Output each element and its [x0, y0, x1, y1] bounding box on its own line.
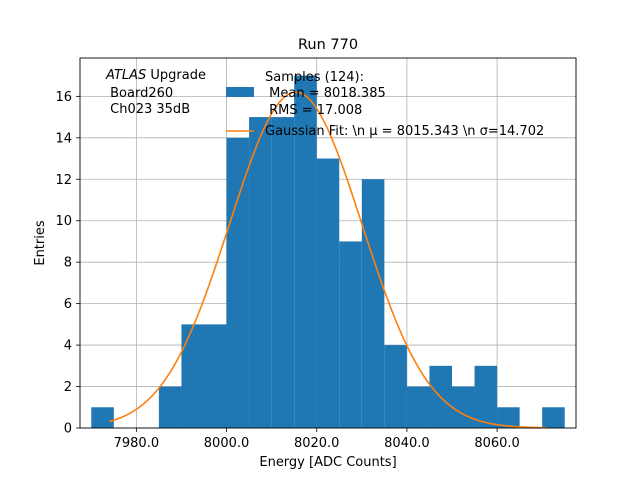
x-tick-label: 8000.0 — [204, 436, 250, 451]
y-tick-label: 2 — [64, 380, 72, 395]
histogram-bar — [316, 158, 340, 428]
histogram-bar — [406, 386, 430, 428]
y-axis-ticks: 0 2 4 6 8 10 12 14 16 — [55, 90, 80, 437]
y-tick-label: 8 — [64, 256, 72, 271]
plot-frame — [79, 57, 577, 429]
atlas-italic-text: ATLAS — [105, 68, 146, 83]
x-tick-label: 8020.0 — [294, 436, 340, 451]
x-axis-ticks: 7980.0 8000.0 8020.0 8040.0 8060.0 — [114, 428, 520, 451]
histogram-bar — [542, 407, 565, 428]
atlas-upgrade-text: Upgrade — [146, 68, 206, 83]
histogram-bar — [226, 137, 250, 428]
histogram-bar — [294, 75, 317, 428]
legend-histogram-swatch — [226, 87, 254, 97]
histogram-bar — [181, 324, 204, 428]
y-tick-label: 10 — [55, 214, 72, 229]
atlas-label: ATLAS Upgrade — [105, 68, 206, 83]
histogram-bar — [271, 117, 295, 429]
legend-histogram-line-1: Samples (124): — [265, 70, 364, 85]
chart-title: Run 770 — [298, 37, 358, 53]
histogram-bar — [158, 386, 182, 428]
gaussian-fit-curve — [109, 91, 547, 429]
histogram-bar — [361, 179, 385, 428]
histogram-bar — [91, 407, 114, 428]
channel-label: Ch023 35dB — [106, 102, 190, 117]
y-axis-label: Entries — [33, 220, 48, 266]
board-label: Board260 — [106, 86, 173, 101]
legend: Samples (124): Mean = 8018.385 RMS = 17.… — [226, 70, 544, 139]
histogram-bar — [497, 407, 520, 428]
x-tick-label: 7980.0 — [114, 436, 160, 451]
x-tick-label: 8060.0 — [474, 436, 520, 451]
y-tick-label: 12 — [55, 173, 72, 188]
y-tick-label: 4 — [64, 339, 72, 354]
histogram-bar — [249, 117, 272, 429]
histogram-bar — [339, 241, 362, 428]
gaussian-fit — [109, 91, 547, 429]
legend-fit-label: Gaussian Fit: \n μ = 8015.343 \n σ=14.70… — [265, 124, 544, 139]
y-tick-label: 0 — [64, 422, 72, 437]
y-tick-label: 16 — [55, 90, 72, 105]
histogram-bar — [384, 345, 407, 428]
x-tick-label: 8040.0 — [384, 436, 430, 451]
histogram-bar — [474, 365, 498, 428]
legend-histogram-line-3: RMS = 17.008 — [265, 103, 362, 118]
histogram-bar — [204, 324, 227, 428]
legend-histogram-line-2: Mean = 8018.385 — [265, 86, 386, 101]
y-tick-label: 14 — [55, 131, 72, 146]
x-axis-label: Energy [ADC Counts] — [259, 455, 396, 470]
histogram-bar — [452, 386, 475, 428]
y-tick-label: 6 — [64, 297, 72, 312]
